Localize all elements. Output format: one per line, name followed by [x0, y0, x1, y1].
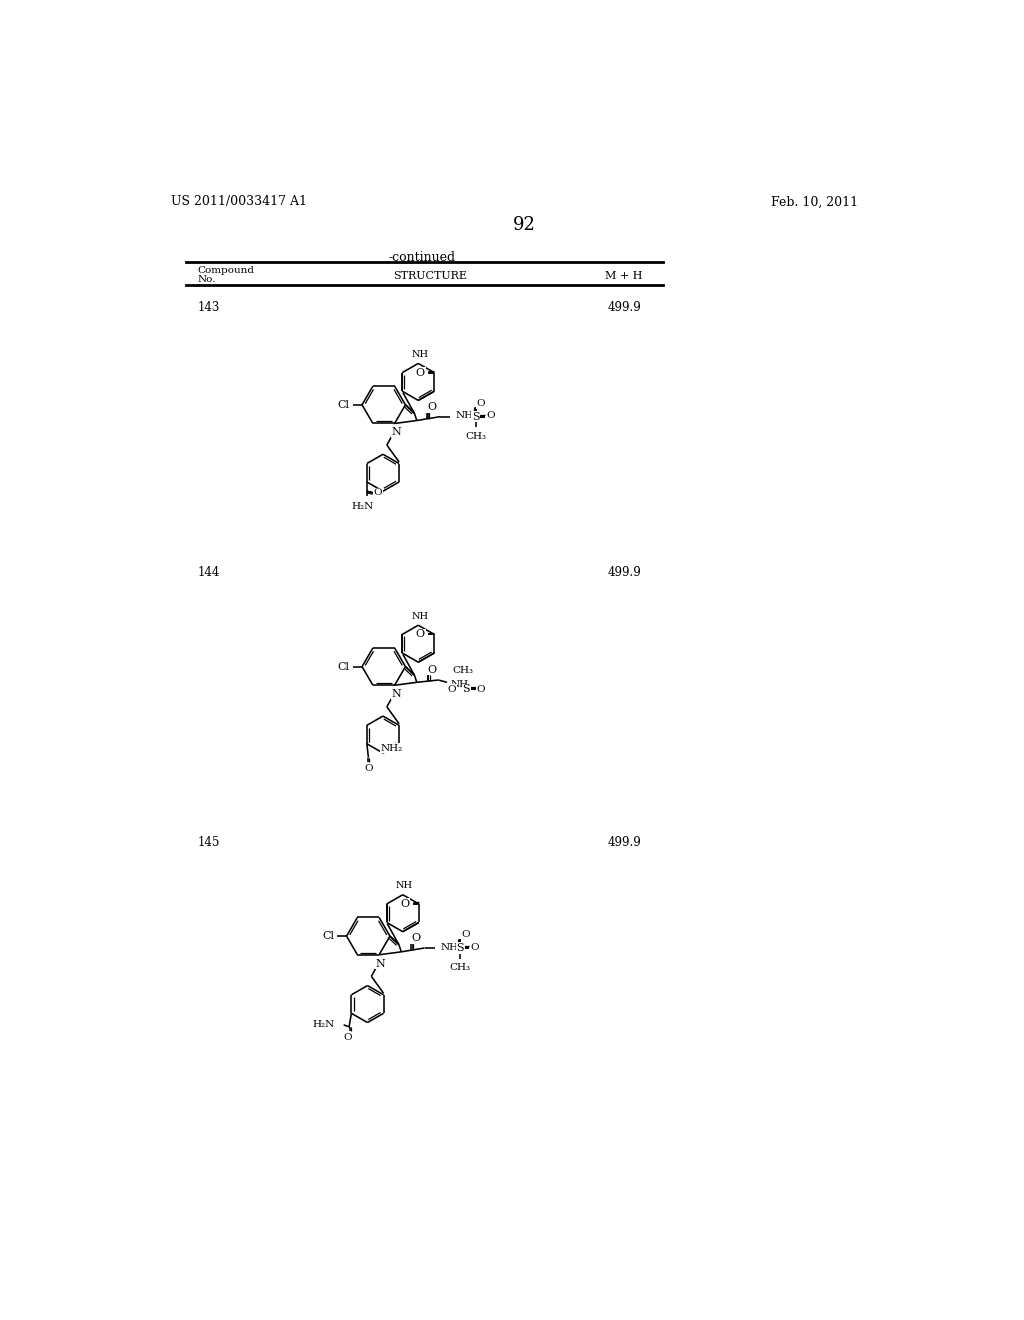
Text: N: N — [376, 958, 385, 969]
Text: Feb. 10, 2011: Feb. 10, 2011 — [771, 195, 858, 209]
Text: NH: NH — [412, 611, 428, 620]
Text: O: O — [471, 942, 479, 952]
Text: O: O — [427, 403, 436, 412]
Text: O: O — [477, 685, 485, 694]
Text: S: S — [472, 412, 479, 421]
Text: O: O — [428, 664, 437, 675]
Text: NH: NH — [451, 680, 469, 689]
Text: O: O — [477, 399, 485, 408]
Text: 499.9: 499.9 — [607, 301, 641, 314]
Text: NH: NH — [412, 350, 428, 359]
Text: M + H: M + H — [605, 271, 643, 281]
Text: Cl: Cl — [322, 931, 334, 941]
Text: No.: No. — [198, 275, 216, 284]
Text: O: O — [447, 685, 456, 694]
Text: O: O — [416, 368, 425, 378]
Text: CH₃: CH₃ — [465, 432, 486, 441]
Text: O: O — [461, 931, 470, 940]
Text: US 2011/0033417 A1: US 2011/0033417 A1 — [171, 195, 306, 209]
Text: O: O — [343, 1034, 352, 1043]
Text: Cl: Cl — [338, 661, 349, 672]
Text: Compound: Compound — [198, 267, 255, 275]
Text: O: O — [400, 899, 410, 909]
Text: 144: 144 — [198, 566, 220, 579]
Text: O: O — [416, 630, 425, 639]
Text: NH: NH — [440, 942, 458, 952]
Text: CH₃: CH₃ — [453, 667, 473, 676]
Text: 92: 92 — [513, 216, 537, 234]
Text: N: N — [391, 428, 401, 437]
Text: S: S — [463, 684, 470, 694]
Text: 499.9: 499.9 — [607, 836, 641, 849]
Text: N: N — [391, 689, 401, 700]
Text: 143: 143 — [198, 301, 220, 314]
Text: H₂N: H₂N — [312, 1019, 334, 1028]
Text: O: O — [412, 933, 421, 944]
Text: 499.9: 499.9 — [607, 566, 641, 579]
Text: Cl: Cl — [338, 400, 349, 409]
Text: O: O — [365, 764, 373, 772]
Text: CH₃: CH₃ — [450, 964, 471, 973]
Text: H₂N: H₂N — [352, 502, 374, 511]
Text: S: S — [457, 942, 464, 953]
Text: O: O — [374, 488, 382, 498]
Text: NH₂: NH₂ — [381, 744, 403, 752]
Text: 145: 145 — [198, 836, 220, 849]
Text: NH: NH — [456, 412, 474, 420]
Text: -continued: -continued — [389, 251, 456, 264]
Text: O: O — [486, 412, 495, 420]
Text: STRUCTURE: STRUCTURE — [393, 271, 467, 281]
Text: NH: NH — [395, 882, 413, 890]
